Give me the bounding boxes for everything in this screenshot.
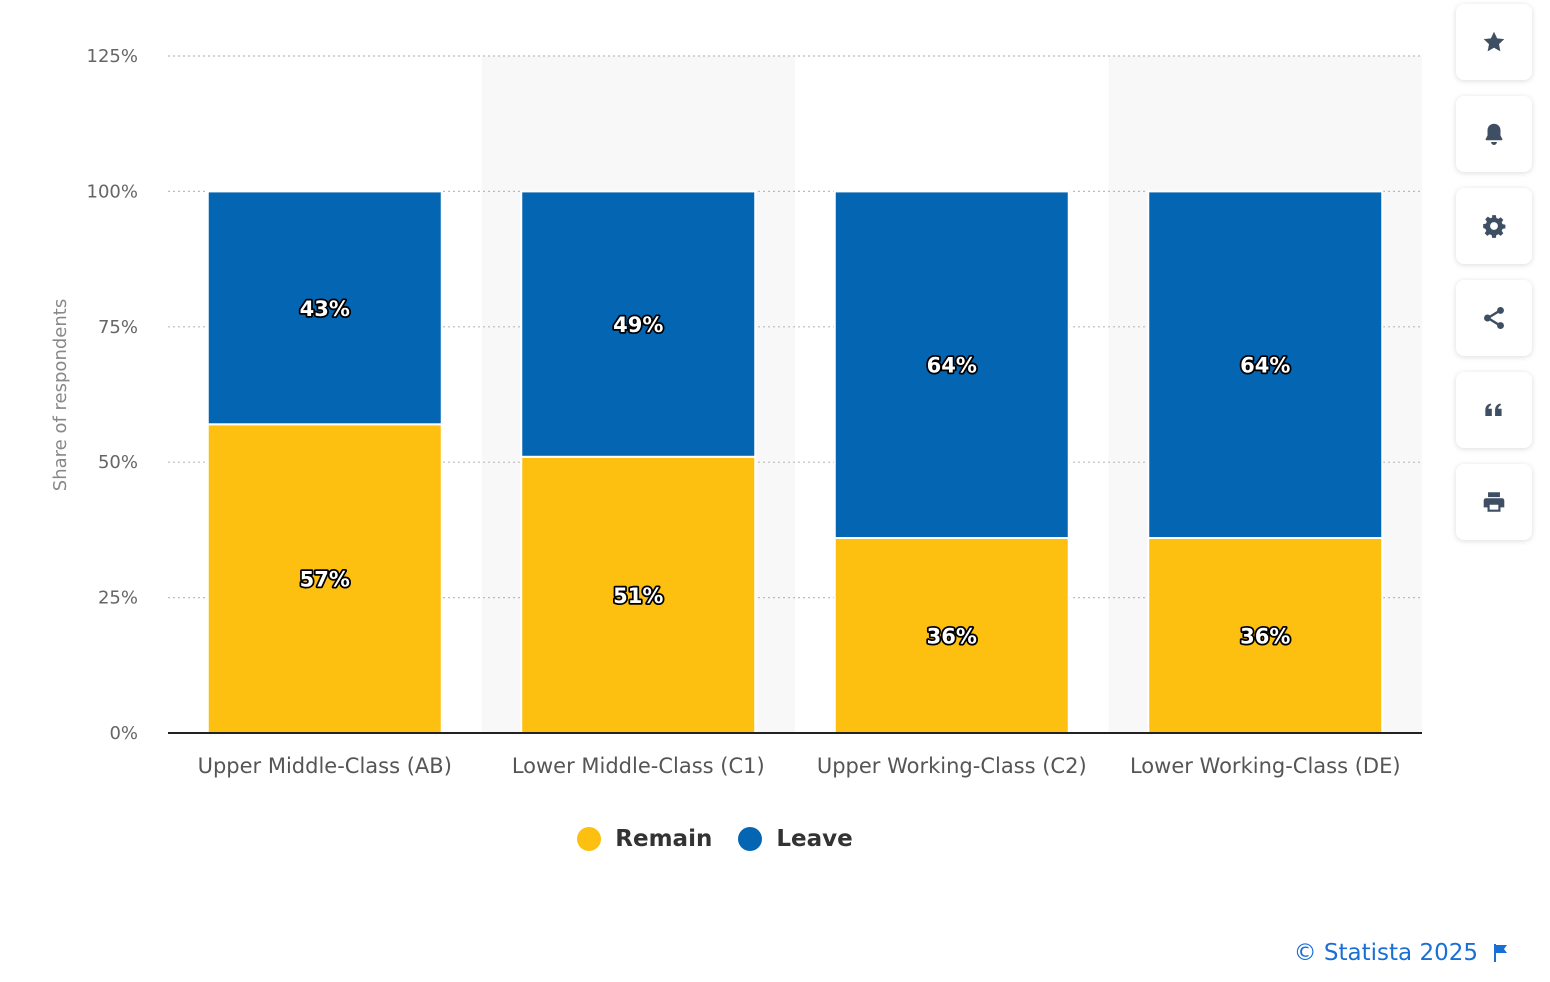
- legend-swatch-leave: [738, 827, 763, 851]
- notification-button[interactable]: [1456, 96, 1532, 172]
- favorite-button[interactable]: [1456, 4, 1532, 80]
- data-label-leave: 64%: [1240, 354, 1290, 378]
- legend-item-leave[interactable]: Leave: [738, 826, 853, 852]
- data-label-leave: 43%: [300, 297, 350, 321]
- print-button[interactable]: [1456, 464, 1532, 540]
- data-label-remain: 36%: [1240, 625, 1290, 649]
- legend-label-remain: Remain: [615, 826, 713, 852]
- y-tick-label: 75%: [98, 317, 138, 338]
- star-icon: [1483, 31, 1505, 52]
- x-category-label: Upper Middle-Class (AB): [198, 754, 452, 778]
- y-tick-labels: 0% 25% 50% 75% 100% 125%: [87, 46, 138, 744]
- bar-leave[interactable]: [1147, 190, 1384, 540]
- y-tick-label: 0%: [109, 723, 138, 744]
- copyright-link[interactable]: © Statista 2025: [1293, 940, 1478, 966]
- data-label-remain: 36%: [927, 625, 977, 649]
- chart-toolbar: [1456, 4, 1532, 540]
- x-category-label: Upper Working-Class (C2): [817, 754, 1087, 778]
- stacked-bar-chart: 57% 43% 51% 49% 36% 64% 36% 64% 0% 25% 50% 75% 100%…: [50, 46, 1422, 778]
- settings-button[interactable]: [1456, 188, 1532, 264]
- y-tick-label: 125%: [87, 46, 138, 67]
- flag-icon[interactable]: [1492, 943, 1510, 963]
- share-icon: [1484, 306, 1504, 330]
- y-tick-label: 100%: [87, 181, 138, 202]
- x-category-labels: Upper Middle-Class (AB) Lower Middle-Clas…: [198, 754, 1401, 778]
- quote-icon: [1485, 403, 1502, 416]
- data-label-leave: 49%: [613, 313, 663, 337]
- legend-label-leave: Leave: [776, 826, 853, 852]
- y-tick-label: 50%: [98, 452, 138, 473]
- bar-leave[interactable]: [833, 190, 1070, 540]
- x-category-label: Lower Middle-Class (C1): [512, 754, 765, 778]
- legend: Remain Leave: [0, 826, 1430, 852]
- bar-remain[interactable]: [1147, 537, 1384, 734]
- legend-item-remain[interactable]: Remain: [577, 826, 712, 852]
- bar-leave[interactable]: [206, 190, 443, 426]
- share-button[interactable]: [1456, 280, 1532, 356]
- bars: [206, 190, 1384, 734]
- bell-icon: [1485, 123, 1503, 145]
- data-label-remain: 51%: [613, 584, 663, 608]
- cite-button[interactable]: [1456, 372, 1532, 448]
- gear-icon: [1483, 215, 1506, 238]
- printer-icon: [1483, 492, 1505, 512]
- y-tick-label: 25%: [98, 588, 138, 609]
- x-category-label: Lower Working-Class (DE): [1130, 754, 1401, 778]
- credit: © Statista 2025: [1294, 940, 1510, 966]
- data-label-remain: 57%: [300, 568, 350, 592]
- bar-leave[interactable]: [520, 190, 757, 458]
- data-label-leave: 64%: [927, 354, 977, 378]
- y-axis-title: Share of respondents: [50, 299, 71, 491]
- legend-swatch-remain: [577, 827, 602, 851]
- data-labels: 57% 43% 51% 49% 36% 64% 36% 64%: [298, 295, 1292, 650]
